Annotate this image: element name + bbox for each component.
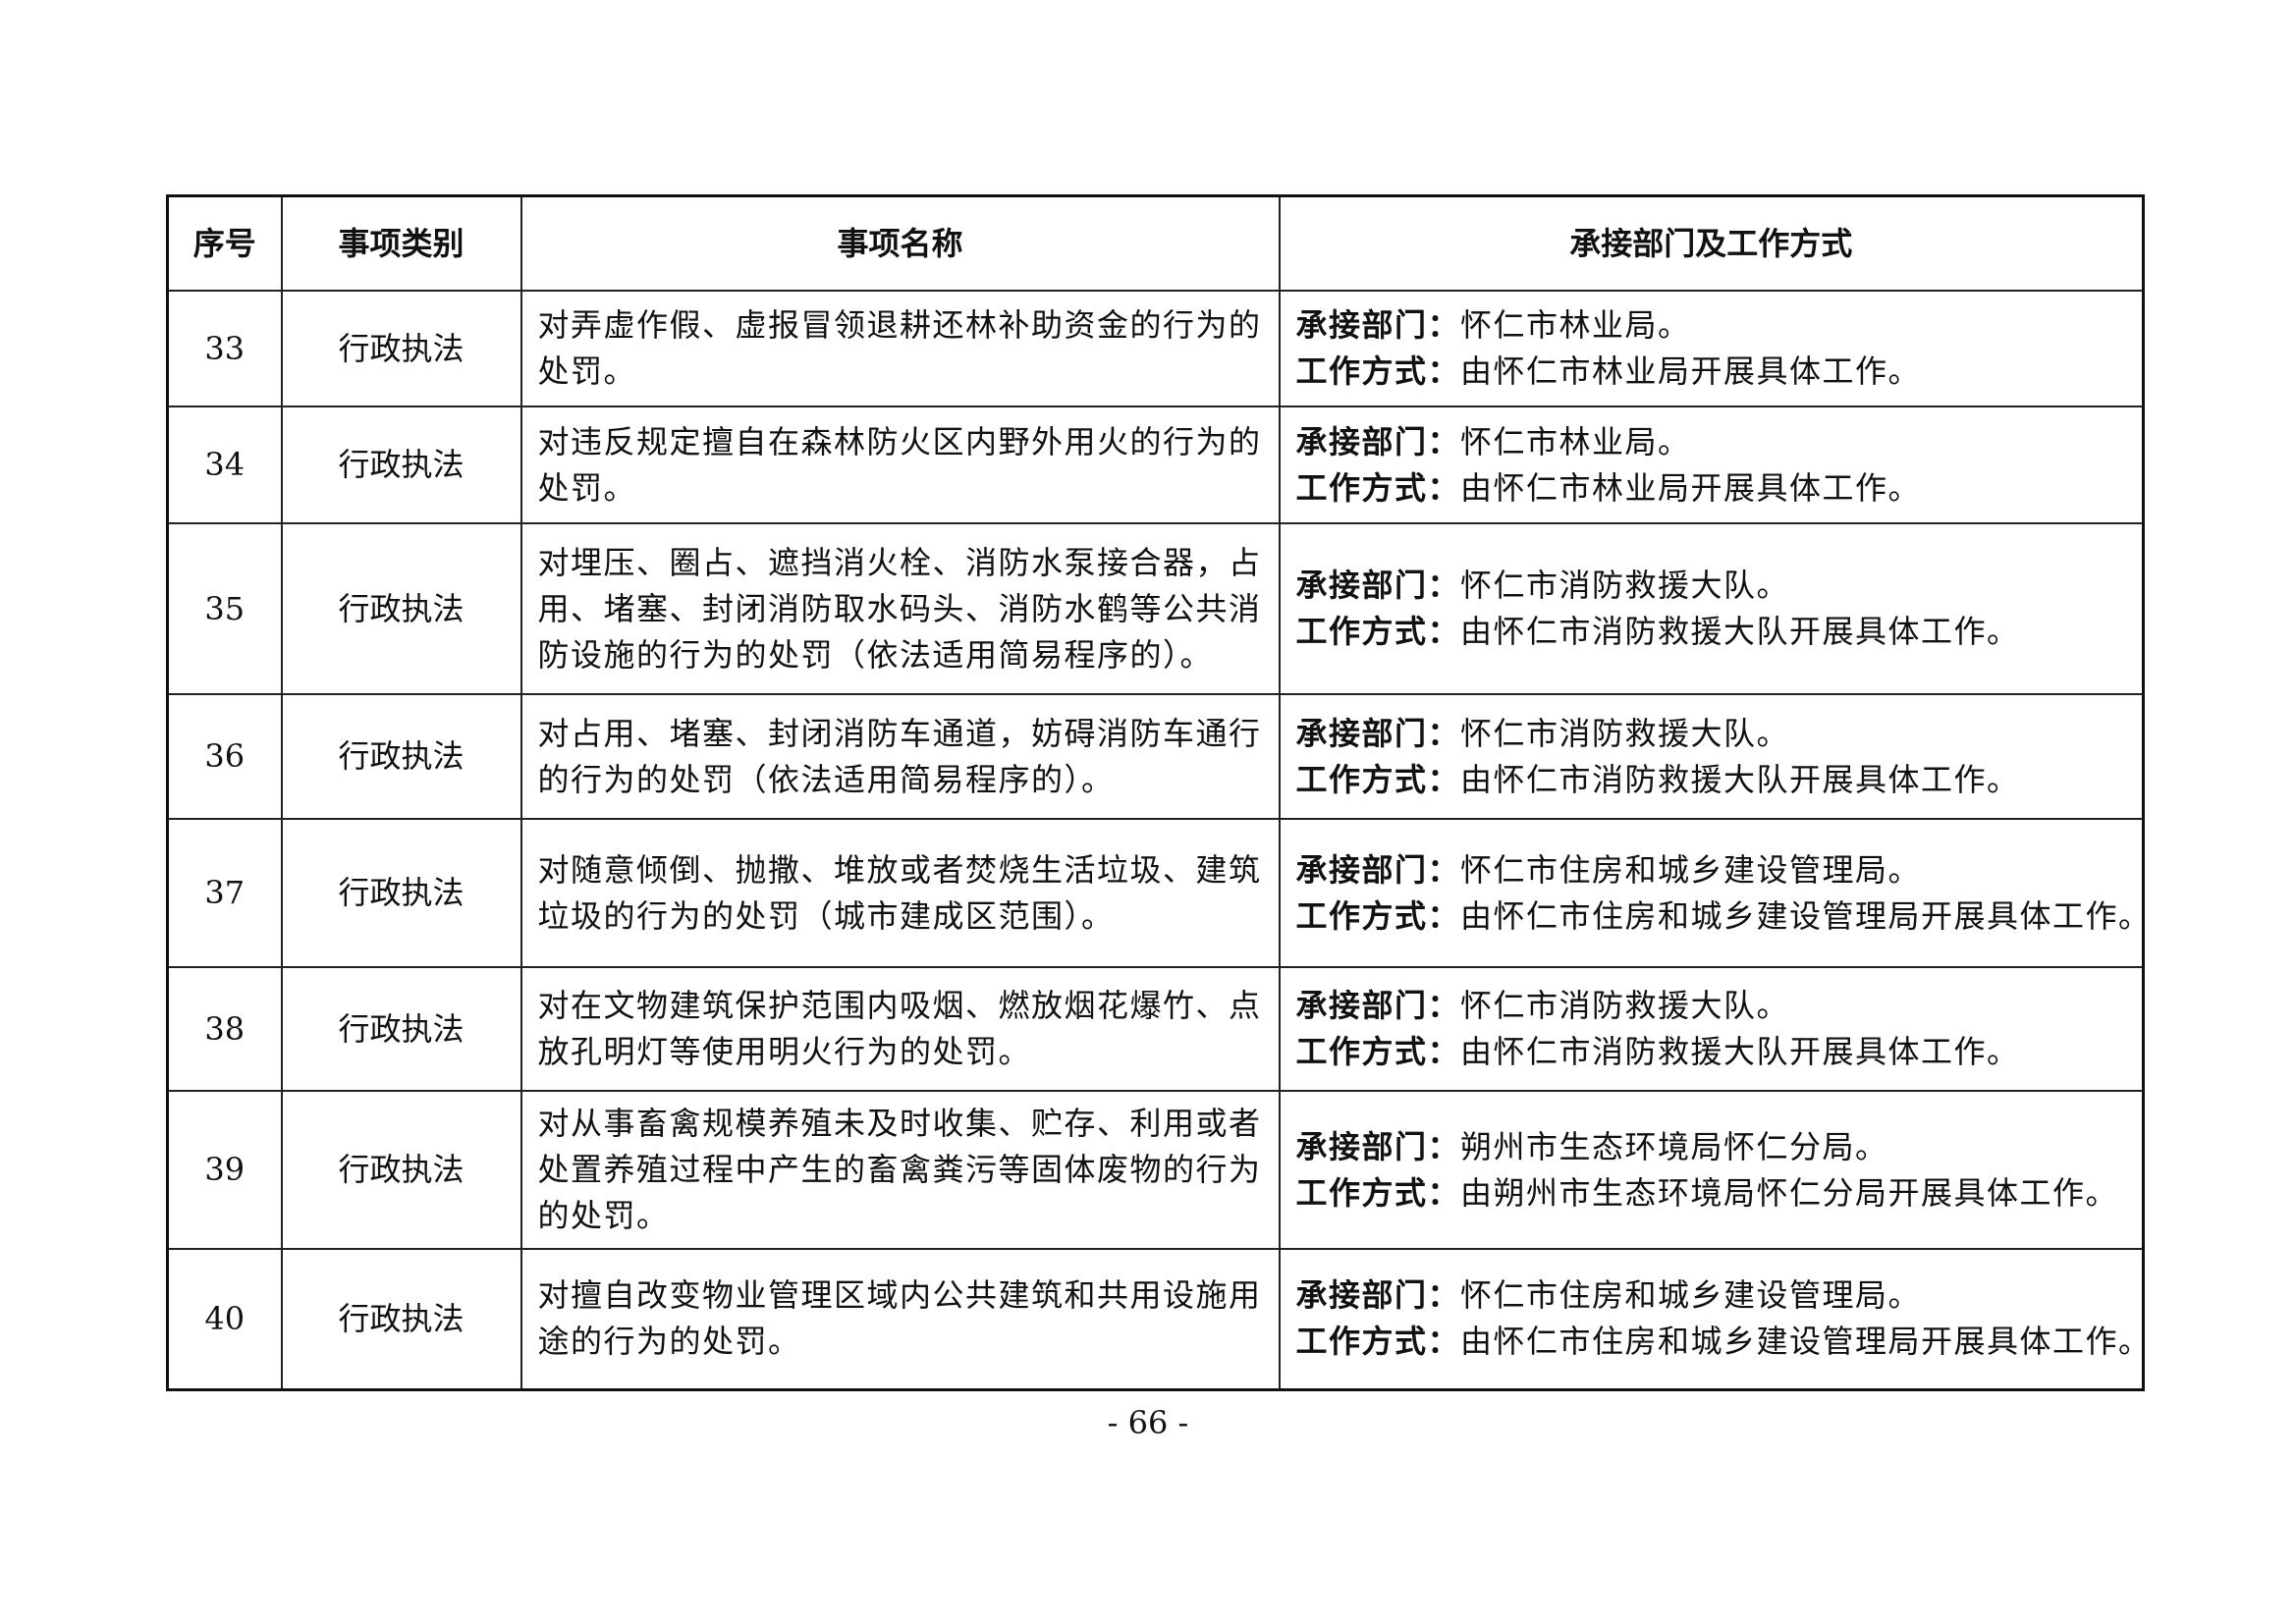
method-label: 工作方式：: [1295, 896, 1461, 935]
item-name-line: 对随意倾倒、抛撒、堆放或者焚烧生活垃圾、建筑: [537, 850, 1262, 889]
item-name-line: 处置养殖过程中产生的畜禽粪污等固体废物的行为: [537, 1151, 1262, 1188]
row-item-name: 对随意倾倒、抛撒、堆放或者焚烧生活垃圾、建筑 垃圾的行为的处罚（城市建成区范围）。: [519, 818, 1281, 968]
items-table: 序号 事项类别 事项名称 承接部门及工作方式 33 行政执法 对弄虚作假、虚报冒…: [166, 194, 2150, 1391]
table-row: 34 行政执法 对违反规定擅自在森林防火区内野外用火的行为的 处罚。 承接部门：怀…: [166, 406, 2145, 524]
dept-label: 承接部门：: [1295, 714, 1461, 752]
method-value: 由怀仁市消防救援大队开展具体工作。: [1460, 760, 2020, 798]
row-no: 34: [166, 406, 283, 524]
method-value: 由怀仁市消防救援大队开展具体工作。: [1460, 1033, 2020, 1070]
method-value: 由怀仁市林业局开展具体工作。: [1460, 352, 1922, 390]
item-name-line: 处罚。: [537, 352, 637, 390]
item-name-line: 用、堵塞、封闭消防取水码头、消防水鹤等公共消: [537, 589, 1262, 627]
table-row: 40 行政执法 对擅自改变物业管理区域内公共建筑和共用设施用 途的行为的处罚。 承…: [166, 1248, 2150, 1390]
dept-value: 怀仁市林业局。: [1460, 422, 1691, 460]
method-value: 由怀仁市住房和城乡建设管理局开展具体工作。: [1460, 1323, 2152, 1361]
item-name-line: 对埋压、圈占、遮挡消火栓、消防水泵接合器，占: [537, 543, 1262, 581]
table-row: 39 行政执法 对从事畜禽规模养殖未及时收集、贮存、利用或者 处置养殖过程中产生的…: [166, 1090, 2145, 1250]
row-dept-method: 承接部门：怀仁市住房和城乡建设管理局。 工作方式：由怀仁市住房和城乡建设管理局开…: [1278, 818, 2150, 968]
row-no: 35: [166, 522, 283, 695]
method-label: 工作方式：: [1295, 760, 1461, 798]
row-dept-method: 承接部门：朔州市生态环境局怀仁分局。 工作方式：由朔州市生态环境局怀仁分局开展具…: [1278, 1090, 2145, 1250]
item-name-line: 对占用、堵塞、封闭消防车通道，妨碍消防车通行: [537, 714, 1262, 752]
table-row: 33 行政执法 对弄虚作假、虚报冒领退耕还林补助资金的行为的 处罚。 承接部门：怀…: [166, 290, 2145, 407]
item-name-line: 对违反规定擅自在森林防火区内野外用火的行为的: [537, 422, 1262, 460]
dept-label: 承接部门：: [1295, 567, 1461, 604]
row-no: 33: [166, 290, 283, 407]
row-category: 行政执法: [280, 1090, 522, 1250]
row-no: 37: [166, 818, 283, 968]
row-category: 行政执法: [280, 818, 522, 968]
method-value: 由朔州市生态环境局怀仁分局开展具体工作。: [1460, 1173, 2119, 1212]
row-item-name: 对占用、堵塞、封闭消防车通道，妨碍消防车通行 的行为的处罚（依法适用简易程序的）。: [519, 693, 1281, 820]
dept-label: 承接部门：: [1295, 1127, 1461, 1165]
row-no: 36: [166, 693, 283, 820]
item-name-line: 对擅自改变物业管理区域内公共建筑和共用设施用: [537, 1276, 1262, 1315]
method-label: 工作方式：: [1295, 352, 1461, 390]
header-name: 事项名称: [519, 194, 1281, 292]
row-item-name: 对擅自改变物业管理区域内公共建筑和共用设施用 途的行为的处罚。: [519, 1248, 1281, 1390]
row-dept-method: 承接部门：怀仁市消防救援大队。 工作方式：由怀仁市消防救援大队开展具体工作。: [1278, 693, 2145, 820]
dept-label: 承接部门：: [1295, 422, 1461, 460]
dept-value: 怀仁市消防救援大队。: [1460, 987, 1790, 1024]
row-dept-method: 承接部门：怀仁市消防救援大队。 工作方式：由怀仁市消防救援大队开展具体工作。: [1278, 966, 2145, 1092]
dept-value: 怀仁市消防救援大队。: [1460, 567, 1790, 604]
method-value: 由怀仁市住房和城乡建设管理局开展具体工作。: [1460, 896, 2152, 935]
method-label: 工作方式：: [1295, 1173, 1461, 1212]
table-row: 36 行政执法 对占用、堵塞、封闭消防车通道，妨碍消防车通行 的行为的处罚（依法适…: [166, 693, 2145, 820]
page-number: - 66 -: [1107, 1404, 1189, 1441]
method-label: 工作方式：: [1295, 613, 1461, 650]
row-item-name: 对违反规定擅自在森林防火区内野外用火的行为的 处罚。: [519, 406, 1281, 524]
dept-label: 承接部门：: [1295, 306, 1461, 344]
row-item-name: 对埋压、圈占、遮挡消火栓、消防水泵接合器，占 用、堵塞、封闭消防取水码头、消防水鹤…: [519, 522, 1281, 695]
item-name-line: 垃圾的行为的处罚（城市建成区范围）。: [537, 896, 1115, 935]
row-category: 行政执法: [280, 290, 522, 407]
item-name-line: 放孔明灯等使用明火行为的处罚。: [537, 1033, 1032, 1070]
dept-label: 承接部门：: [1295, 1276, 1461, 1315]
table-row: 37 行政执法 对随意倾倒、抛撒、堆放或者焚烧生活垃圾、建筑 垃圾的行为的处罚（城…: [166, 818, 2150, 968]
header-no: 序号: [166, 194, 283, 292]
method-label: 工作方式：: [1295, 468, 1461, 507]
row-no: 38: [166, 966, 283, 1092]
dept-value: 朔州市生态环境局怀仁分局。: [1460, 1127, 1888, 1165]
dept-value: 怀仁市住房和城乡建设管理局。: [1460, 1276, 1922, 1315]
item-name-line: 的行为的处罚（依法适用简易程序的）。: [537, 760, 1115, 798]
method-label: 工作方式：: [1295, 1323, 1461, 1361]
method-label: 工作方式：: [1295, 1033, 1461, 1070]
dept-value: 怀仁市住房和城乡建设管理局。: [1460, 850, 1922, 889]
method-value: 由怀仁市消防救援大队开展具体工作。: [1460, 613, 2020, 650]
row-dept-method: 承接部门：怀仁市消防救援大队。 工作方式：由怀仁市消防救援大队开展具体工作。: [1278, 522, 2145, 695]
dept-label: 承接部门：: [1295, 850, 1461, 889]
row-category: 行政执法: [280, 966, 522, 1092]
table-header-row: 序号 事项类别 事项名称 承接部门及工作方式: [166, 194, 2145, 292]
dept-value: 怀仁市消防救援大队。: [1460, 714, 1790, 752]
row-item-name: 对弄虚作假、虚报冒领退耕还林补助资金的行为的 处罚。: [519, 290, 1281, 407]
row-category: 行政执法: [280, 693, 522, 820]
item-name-line: 对从事畜禽规模养殖未及时收集、贮存、利用或者: [537, 1105, 1262, 1142]
row-no: 39: [166, 1090, 283, 1250]
dept-value: 怀仁市林业局。: [1460, 306, 1691, 344]
row-category: 行政执法: [280, 522, 522, 695]
table-row: 38 行政执法 对在文物建筑保护范围内吸烟、燃放烟花爆竹、点 放孔明灯等使用明火行…: [166, 966, 2145, 1092]
header-dept: 承接部门及工作方式: [1278, 194, 2145, 292]
item-name-line: 处罚。: [537, 468, 637, 507]
row-no: 40: [166, 1248, 283, 1390]
dept-label: 承接部门：: [1295, 987, 1461, 1024]
row-category: 行政执法: [280, 1248, 522, 1390]
table-row: 35 行政执法 对埋压、圈占、遮挡消火栓、消防水泵接合器，占 用、堵塞、封闭消防取…: [166, 522, 2145, 695]
item-name-line: 途的行为的处罚。: [537, 1323, 801, 1361]
row-item-name: 对从事畜禽规模养殖未及时收集、贮存、利用或者 处置养殖过程中产生的畜禽粪污等固体废…: [519, 1090, 1281, 1250]
item-name-line: 对弄虚作假、虚报冒领退耕还林补助资金的行为的: [537, 306, 1262, 344]
item-name-line: 对在文物建筑保护范围内吸烟、燃放烟花爆竹、点: [537, 987, 1262, 1024]
row-dept-method: 承接部门：怀仁市住房和城乡建设管理局。 工作方式：由怀仁市住房和城乡建设管理局开…: [1278, 1248, 2150, 1390]
row-item-name: 对在文物建筑保护范围内吸烟、燃放烟花爆竹、点 放孔明灯等使用明火行为的处罚。: [519, 966, 1281, 1092]
row-dept-method: 承接部门：怀仁市林业局。 工作方式：由怀仁市林业局开展具体工作。: [1278, 290, 2145, 407]
method-value: 由怀仁市林业局开展具体工作。: [1460, 468, 1922, 507]
row-dept-method: 承接部门：怀仁市林业局。 工作方式：由怀仁市林业局开展具体工作。: [1278, 406, 2145, 524]
item-name-line: 的处罚。: [537, 1197, 670, 1234]
header-category: 事项类别: [280, 194, 522, 292]
item-name-line: 防设施的行为的处罚（依法适用简易程序的）。: [537, 635, 1214, 674]
row-category: 行政执法: [280, 406, 522, 524]
